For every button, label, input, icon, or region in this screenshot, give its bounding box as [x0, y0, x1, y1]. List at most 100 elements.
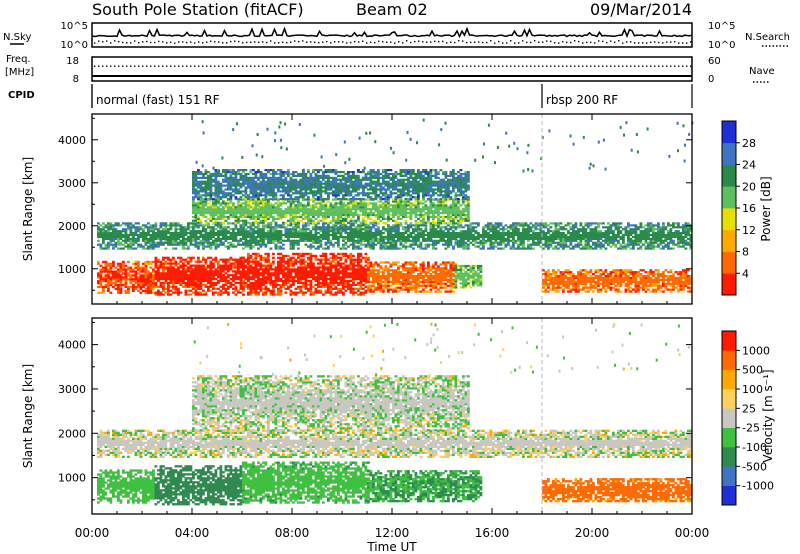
- heatmap-cell: [182, 243, 185, 246]
- heatmap-cell: [309, 258, 313, 261]
- nsearch-point: [486, 41, 488, 44]
- heatmap-cell: [467, 274, 470, 277]
- heatmap-cell: [447, 245, 450, 248]
- nsearch-point: [550, 40, 552, 43]
- heatmap-cell: [244, 274, 248, 277]
- heatmap-cell: [314, 258, 318, 261]
- heatmap-cell: [517, 243, 520, 246]
- heatmap-cell: [99, 284, 103, 287]
- heatmap-cell: [677, 273, 680, 276]
- heatmap-cell: [134, 280, 138, 283]
- heatmap-cell: [299, 260, 303, 263]
- heatmap-cell: [522, 230, 525, 233]
- heatmap-cell: [119, 237, 123, 240]
- nave-point: [458, 65, 460, 67]
- heatmap-cell: [277, 291, 280, 294]
- heatmap-cell: [462, 284, 465, 287]
- heatmap-cell: [187, 247, 190, 250]
- heatmap-cell: [314, 239, 318, 242]
- heatmap-cell: [442, 232, 445, 235]
- heatmap-cell: [259, 243, 263, 246]
- heatmap-cell: [177, 276, 180, 279]
- heatmap-cell: [189, 266, 193, 269]
- heatmap-cell: [289, 278, 293, 281]
- nsearch-point: [610, 40, 612, 42]
- heatmap-cell: [404, 230, 408, 233]
- heatmap-cell: [344, 279, 348, 283]
- heatmap-cell: [249, 230, 253, 233]
- heatmap-cell: [249, 235, 253, 239]
- heatmap-cell: [187, 266, 190, 269]
- heatmap-cell: [407, 269, 410, 272]
- heatmap-cell: [564, 241, 568, 244]
- heatmap-cell: [262, 270, 265, 273]
- heatmap-cell: [454, 286, 458, 289]
- heatmap-cell: [339, 278, 343, 281]
- heatmap-cell: [279, 278, 283, 281]
- heatmap-cell: [154, 278, 158, 281]
- heatmap-cell: [352, 254, 355, 257]
- heatmap-cell: [247, 262, 250, 265]
- heatmap-cell: [372, 237, 375, 240]
- heatmap-cell: [494, 233, 498, 237]
- heatmap-cell: [187, 232, 190, 235]
- heatmap-cell: [347, 276, 350, 279]
- heatmap-cell: [472, 282, 475, 285]
- heatmap-cell: [344, 254, 348, 257]
- heatmap-cell: [257, 239, 260, 242]
- heatmap-cell: [569, 237, 573, 240]
- heatmap-cell: [102, 239, 105, 242]
- heatmap-cell: [189, 230, 193, 233]
- heatmap-cell: [417, 269, 420, 272]
- heatmap-cell: [382, 228, 385, 231]
- heatmap-cell: [329, 266, 333, 269]
- heatmap-cell: [134, 264, 138, 267]
- heatmap-cell: [169, 279, 173, 283]
- nsearch-point: [410, 41, 412, 44]
- heatmap-cell: [189, 237, 193, 240]
- heatmap-cell: [124, 233, 128, 237]
- heatmap-cell: [379, 232, 383, 235]
- heatmap-cell: [502, 233, 505, 237]
- heatmap-cell: [262, 256, 265, 259]
- heatmap-cell: [384, 267, 388, 270]
- heatmap-cell: [209, 272, 213, 275]
- nsearch-point: [338, 41, 340, 43]
- heatmap-cell: [304, 285, 308, 288]
- heatmap-cell: [619, 284, 623, 287]
- heatmap-cell: [197, 266, 200, 269]
- heatmap-cell: [357, 287, 360, 290]
- heatmap-cell: [247, 254, 250, 257]
- heatmap-cell: [399, 222, 403, 225]
- heatmap-cell: [199, 264, 203, 267]
- heatmap-cell: [442, 282, 445, 285]
- heatmap-cell: [462, 226, 465, 229]
- heatmap-cell: [184, 247, 188, 250]
- heatmap-cell: [197, 237, 200, 240]
- heatmap-cell: [417, 276, 420, 280]
- heatmap-cell: [347, 283, 350, 286]
- heatmap-cell: [342, 276, 345, 279]
- heatmap-cell: [202, 228, 205, 231]
- heatmap-cell: [337, 289, 340, 292]
- heatmap-cell: [232, 235, 235, 239]
- heatmap-cell: [332, 228, 335, 231]
- nsearch-point: [574, 40, 576, 42]
- heatmap-cell: [452, 278, 455, 282]
- heatmap-cell: [479, 284, 483, 287]
- heatmap-cell: [594, 275, 598, 278]
- heatmap-cell: [309, 291, 313, 294]
- heatmap-cell: [514, 233, 518, 237]
- heatmap-cell: [214, 224, 218, 227]
- heatmap-cell: [442, 235, 445, 239]
- heatmap-cell: [194, 293, 198, 296]
- heatmap-cell: [452, 237, 455, 240]
- heatmap-cell: [554, 226, 558, 229]
- heatmap-cell: [279, 247, 283, 250]
- heatmap-cell: [519, 239, 523, 242]
- heatmap-cell: [174, 268, 178, 271]
- heatmap-cell: [347, 287, 350, 290]
- heatmap-cell: [114, 241, 118, 244]
- nsearch-point: [474, 41, 476, 43]
- nave-label: Nave: [749, 66, 775, 77]
